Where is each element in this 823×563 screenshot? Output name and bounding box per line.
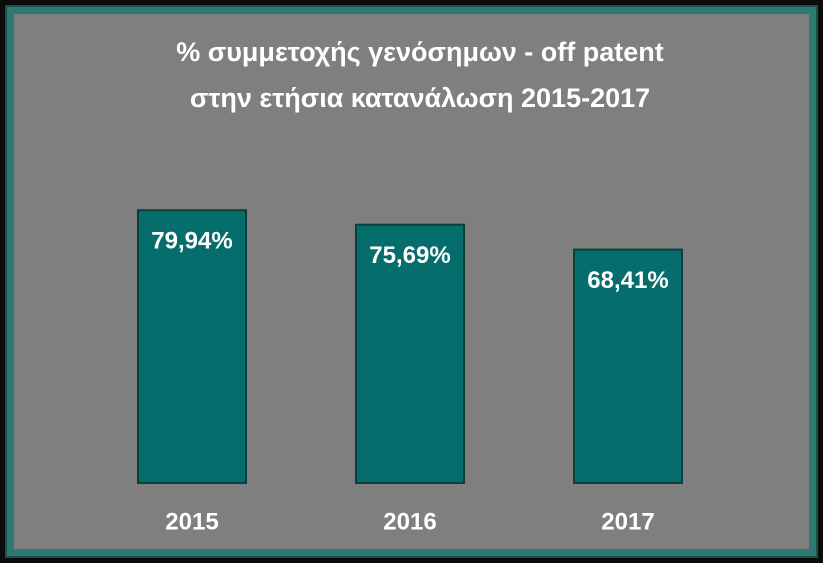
- chart-title: στην ετήσια κατανάλωση 2015-2017: [190, 83, 650, 113]
- chart-title: % συμμετοχής γενόσημων - off patent: [176, 37, 664, 67]
- data-label: 79,94%: [151, 228, 232, 255]
- data-label: 75,69%: [369, 242, 450, 269]
- x-tick-label: 2017: [601, 508, 654, 535]
- x-tick-label: 2015: [165, 508, 218, 535]
- bar: [355, 223, 465, 484]
- bar: [573, 248, 683, 484]
- bar: [137, 209, 247, 484]
- data-label: 68,41%: [587, 267, 668, 294]
- x-tick-label: 2016: [383, 508, 436, 535]
